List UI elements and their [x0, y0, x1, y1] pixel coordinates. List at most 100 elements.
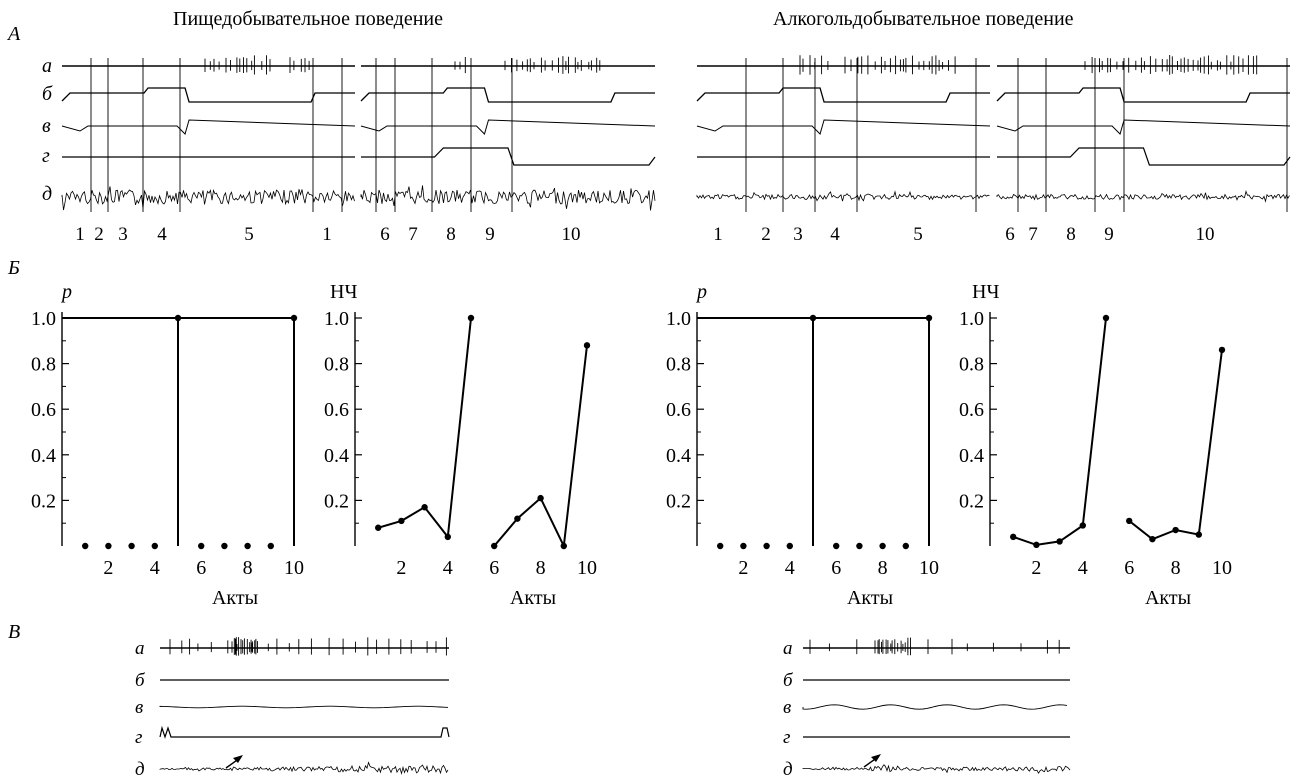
trace-v: [61, 119, 356, 135]
data-point: [537, 494, 544, 502]
data-point: [925, 314, 933, 322]
x-tick-label: 4: [443, 557, 453, 579]
y-tick-label: 0.8: [959, 354, 984, 376]
trace-g: [361, 147, 656, 166]
y-tick-label: 0.2: [31, 490, 56, 512]
chart-0: 1.0 0.8 0.6 0.4 0.2 2 4 6 8 10 Акты р: [31, 281, 304, 609]
series-line: [493, 345, 588, 550]
act-number: 3: [793, 224, 803, 245]
x-tick-label: 2: [103, 557, 113, 579]
x-tick-label: 6: [489, 557, 499, 579]
trace-label: в: [783, 697, 791, 718]
data-point: [902, 542, 909, 550]
trace-d-noise: [696, 190, 990, 202]
chart-1: 1.0 0.8 0.6 0.4 0.2 2 4 6 8 10 Акты НЧ: [324, 281, 597, 609]
trace-label: б: [42, 83, 53, 105]
trace-a-spikes: [799, 55, 956, 75]
data-point: [198, 542, 205, 550]
panel-letter-b: Б: [7, 257, 20, 279]
trace-a-spikes: [169, 637, 447, 656]
x-tick-label: 8: [536, 557, 546, 579]
y-tick-label: 0.8: [324, 354, 349, 376]
act-number: 9: [1104, 224, 1114, 245]
y-tick-label: 0.8: [666, 354, 691, 376]
title-food-behavior: Пищедобывательное поведение: [173, 8, 443, 30]
data-point: [763, 542, 770, 550]
trace-a-spikes: [204, 55, 310, 75]
data-point: [717, 542, 724, 550]
data-point: [514, 515, 521, 522]
y-axis-label: НЧ: [330, 281, 357, 303]
trace-d-noise: [61, 186, 355, 211]
trace-v: [360, 119, 656, 135]
x-tick-label: 10: [1212, 557, 1232, 579]
act-number: 1: [713, 224, 723, 245]
act-number: 3: [118, 224, 128, 245]
trace-label: д: [135, 759, 145, 778]
data-point: [82, 542, 89, 550]
x-tick-label: 10: [284, 557, 304, 579]
chart-2: 1.0 0.8 0.6 0.4 0.2 2 4 6 8 10 Акты р: [666, 281, 939, 609]
data-point: [244, 542, 251, 550]
data-point: [128, 542, 135, 550]
data-point: [421, 504, 428, 511]
x-tick-label: 8: [878, 557, 888, 579]
panel-letter-a: А: [6, 23, 21, 45]
x-tick-label: 2: [738, 557, 748, 579]
trace-v: [696, 119, 991, 135]
data-point: [290, 314, 298, 322]
trace-g: [997, 147, 1291, 166]
data-point: [1195, 531, 1203, 538]
arrow-right: [863, 754, 881, 768]
trace-b: [996, 87, 1290, 103]
data-point: [1010, 533, 1017, 541]
act-number: 1: [75, 224, 85, 245]
x-tick-label: 6: [196, 557, 206, 579]
data-point: [1056, 538, 1063, 545]
data-point: [809, 314, 817, 322]
act-number: 4: [157, 224, 167, 245]
data-point: [856, 542, 863, 550]
data-point: [105, 542, 112, 550]
y-tick-label: 0.4: [666, 445, 691, 467]
trace-d-noise: [996, 190, 1290, 203]
x-axis-label: Акты: [847, 587, 893, 609]
trace-g: [159, 725, 450, 739]
trace-label: в: [42, 115, 51, 137]
data-point: [879, 542, 886, 550]
data-point: [151, 542, 158, 550]
series-line: [1012, 317, 1107, 546]
y-tick-label: 0.2: [959, 490, 984, 512]
series-line: [1128, 349, 1223, 541]
x-tick-label: 10: [577, 557, 597, 579]
trace-a-spikes: [809, 637, 1060, 656]
y-tick-label: 1.0: [666, 308, 691, 330]
trace-label: г: [135, 727, 142, 748]
trace-a-spikes: [1084, 55, 1258, 75]
trace-label: д: [783, 759, 793, 778]
x-tick-label: 4: [785, 557, 795, 579]
y-axis-label: р: [60, 281, 72, 303]
data-point: [174, 314, 182, 322]
data-point: [1218, 346, 1226, 354]
x-tick-label: 8: [243, 557, 253, 579]
x-tick-label: 10: [919, 557, 939, 579]
panel-letter-c: В: [8, 621, 20, 643]
act-number: 7: [408, 224, 418, 245]
trace-b: [360, 87, 655, 103]
y-tick-label: 1.0: [324, 308, 349, 330]
data-point: [375, 524, 382, 531]
data-point: [398, 517, 405, 525]
trace-d-noise: [159, 761, 449, 776]
recording-traces-a: [61, 55, 1291, 212]
y-axis-label: НЧ: [972, 281, 999, 303]
x-tick-label: 2: [1031, 557, 1041, 579]
charts-b: 1.00.80.60.40.22 4 6 8 10Актыр1.00.80.60.40.…: [31, 281, 1232, 609]
y-tick-label: 0.2: [324, 490, 349, 512]
act-number: 5: [913, 224, 923, 245]
data-point: [833, 542, 840, 550]
trace-b: [61, 87, 355, 103]
chart-3: 1.0 0.8 0.6 0.4 0.2 2 4 6 8 10 Акты НЧ: [959, 281, 1232, 609]
